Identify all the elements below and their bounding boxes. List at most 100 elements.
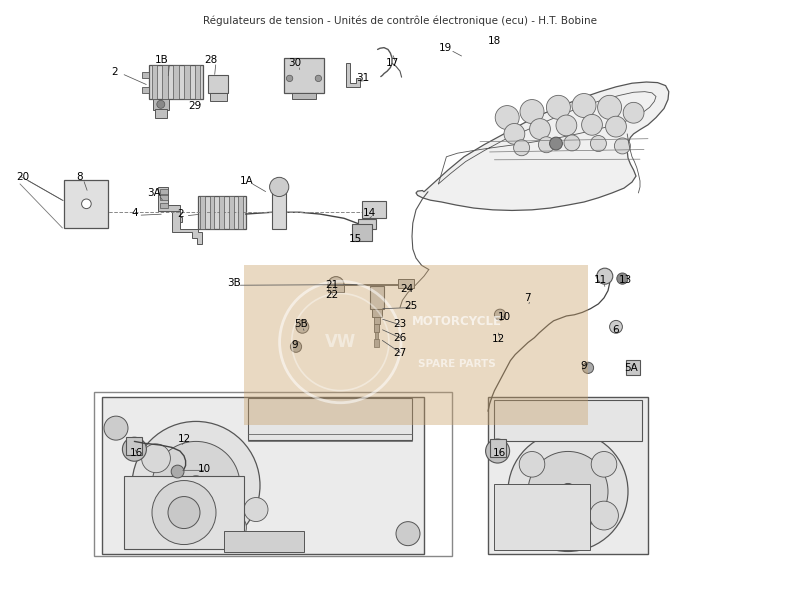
Text: 7: 7 — [524, 294, 530, 303]
Circle shape — [582, 362, 594, 373]
Bar — [210, 196, 214, 229]
Text: 19: 19 — [439, 43, 452, 53]
Polygon shape — [158, 187, 182, 222]
Text: 28: 28 — [205, 55, 218, 65]
Circle shape — [504, 124, 525, 144]
Circle shape — [104, 416, 128, 440]
Circle shape — [495, 106, 519, 130]
Circle shape — [591, 452, 617, 477]
Circle shape — [152, 441, 240, 529]
Text: 10: 10 — [198, 464, 210, 474]
Bar — [238, 196, 243, 229]
Text: 21: 21 — [326, 280, 338, 289]
Circle shape — [597, 268, 613, 284]
Circle shape — [132, 421, 260, 549]
Circle shape — [623, 103, 644, 123]
Bar — [160, 203, 168, 208]
Circle shape — [606, 116, 626, 137]
Bar — [224, 531, 304, 552]
Text: 5A: 5A — [624, 363, 638, 373]
Bar — [398, 279, 414, 288]
Bar — [151, 65, 157, 99]
Circle shape — [286, 75, 293, 81]
Text: 24: 24 — [401, 284, 414, 294]
Text: 8: 8 — [76, 172, 82, 182]
Text: 15: 15 — [349, 235, 362, 244]
Bar — [494, 400, 642, 441]
Circle shape — [82, 199, 91, 209]
Bar — [272, 187, 286, 229]
Text: 12: 12 — [178, 434, 191, 444]
Bar — [374, 317, 380, 324]
Bar — [126, 437, 142, 455]
Circle shape — [598, 95, 622, 119]
Circle shape — [614, 138, 630, 154]
Circle shape — [590, 136, 606, 151]
Bar — [248, 398, 412, 440]
Circle shape — [244, 497, 268, 522]
Circle shape — [315, 75, 322, 81]
Circle shape — [142, 444, 170, 473]
Bar — [626, 360, 640, 375]
Text: 2: 2 — [178, 209, 184, 219]
Text: 3B: 3B — [226, 279, 241, 288]
Text: 26: 26 — [394, 333, 406, 343]
Text: 4: 4 — [131, 209, 138, 218]
Circle shape — [516, 499, 548, 532]
Circle shape — [564, 135, 580, 151]
Bar — [160, 195, 168, 200]
Circle shape — [538, 137, 554, 153]
Bar — [358, 219, 376, 229]
Bar — [198, 196, 246, 229]
Circle shape — [168, 496, 200, 529]
Text: 2: 2 — [111, 68, 118, 77]
Circle shape — [138, 492, 174, 527]
Bar — [102, 397, 424, 554]
Bar — [494, 484, 590, 550]
Text: 13: 13 — [619, 276, 632, 285]
Circle shape — [530, 119, 550, 139]
Bar — [94, 392, 452, 556]
Bar — [292, 93, 316, 99]
Bar — [284, 58, 324, 93]
Circle shape — [546, 95, 570, 119]
Text: 30: 30 — [288, 58, 301, 68]
Text: 5B: 5B — [294, 320, 308, 329]
Bar — [64, 180, 108, 228]
Circle shape — [617, 273, 628, 284]
Bar — [362, 201, 386, 218]
Bar — [372, 309, 382, 317]
Bar — [488, 397, 648, 554]
Circle shape — [556, 115, 577, 136]
Circle shape — [186, 476, 206, 495]
Text: 9: 9 — [581, 361, 587, 371]
Circle shape — [508, 431, 628, 552]
Bar — [490, 439, 506, 457]
Circle shape — [520, 99, 544, 124]
Circle shape — [494, 309, 506, 320]
Text: 29: 29 — [188, 101, 201, 110]
Bar — [142, 72, 149, 78]
Bar — [244, 265, 588, 425]
Text: 23: 23 — [394, 320, 406, 329]
Bar — [155, 109, 167, 118]
Circle shape — [519, 452, 545, 477]
Bar — [200, 196, 205, 229]
Bar — [375, 332, 378, 339]
Bar — [210, 93, 227, 101]
Bar — [352, 224, 372, 241]
Text: 1A: 1A — [239, 176, 254, 186]
Circle shape — [396, 522, 420, 546]
Bar — [374, 324, 379, 332]
Circle shape — [610, 320, 622, 333]
Bar — [208, 75, 228, 93]
Circle shape — [152, 481, 216, 545]
Text: 14: 14 — [363, 208, 376, 218]
Bar — [160, 189, 168, 194]
Circle shape — [582, 115, 602, 135]
Text: 12: 12 — [492, 334, 505, 344]
Bar — [142, 87, 149, 93]
Bar — [219, 196, 224, 229]
Bar — [374, 339, 379, 347]
Text: 17: 17 — [386, 58, 398, 68]
